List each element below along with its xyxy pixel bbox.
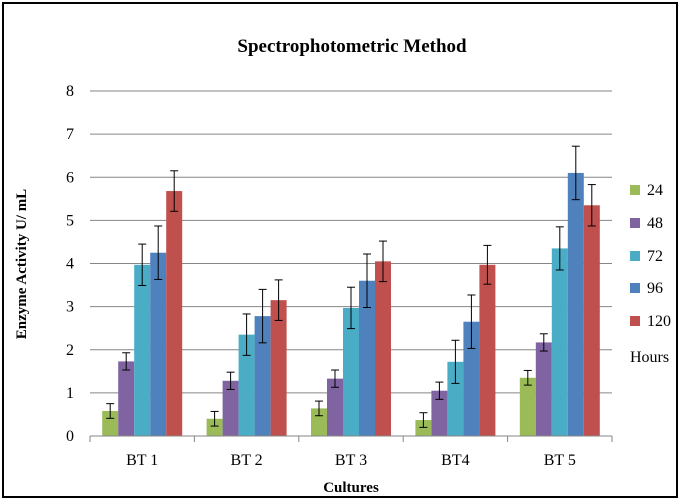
bar-bt3-120h <box>375 261 391 436</box>
legend-title: Hours <box>630 349 669 366</box>
bar-bt1-96h <box>150 252 167 436</box>
y-tick-label: 3 <box>66 299 74 316</box>
y-axis-title: Enzyme Activity U/ mL <box>14 189 30 339</box>
x-tick-label: BT 2 <box>231 452 263 469</box>
bars <box>102 172 600 436</box>
x-tick-label: BT4 <box>441 452 469 469</box>
x-tick-label: BT 3 <box>335 452 367 469</box>
legend-label-96: 96 <box>647 280 663 297</box>
legend-swatch-96 <box>630 283 640 293</box>
legend-label-72: 72 <box>647 248 663 265</box>
y-tick-label: 5 <box>66 212 74 229</box>
y-tick-label: 7 <box>66 126 74 143</box>
bar-bt3-72h <box>343 307 359 436</box>
bar-bt3-96h <box>359 280 375 436</box>
y-tick-label: 8 <box>66 83 74 100</box>
x-tick-label: BT 1 <box>126 452 158 469</box>
bar-bt4-48h <box>431 390 448 436</box>
bar-bt2-96h <box>254 316 271 436</box>
bar-bt5-120h <box>583 205 600 436</box>
bar-bt5-24h <box>519 377 536 436</box>
bar-bt1-72h <box>134 264 151 436</box>
bar-bt2-48h <box>222 380 239 436</box>
chart-title: Spectrophotometric Method <box>237 36 467 57</box>
x-tick-label: BT 5 <box>544 452 576 469</box>
y-axis-ticks: 0 1 2 3 4 5 6 7 8 <box>66 83 74 445</box>
bar-bt4-96h <box>463 321 480 436</box>
bar-bt3-48h <box>327 378 343 436</box>
y-tick-label: 1 <box>66 385 74 402</box>
legend-label-24: 24 <box>647 182 663 199</box>
bar-bt1-48h <box>118 361 135 436</box>
legend-label-48: 48 <box>647 215 663 232</box>
y-tick-label: 0 <box>66 428 74 445</box>
error-bars <box>106 145 596 428</box>
bar-bt2-72h <box>238 334 255 436</box>
bar-bt4-72h <box>447 361 464 436</box>
bar-bt5-48h <box>535 342 552 436</box>
bar-bt1-24h <box>102 410 119 436</box>
bar-bt2-120h <box>270 300 287 436</box>
bar-bt4-120h <box>479 264 496 436</box>
legend: 24 48 72 96 120 <box>630 182 671 330</box>
bar-bt1-120h <box>166 191 183 436</box>
legend-swatch-120 <box>630 316 640 326</box>
legend-label-120: 120 <box>647 313 671 330</box>
bar-bt2-24h <box>206 418 223 436</box>
y-tick-label: 2 <box>66 342 74 359</box>
bar-bt5-72h <box>551 248 568 436</box>
legend-swatch-48 <box>630 218 640 228</box>
y-tick-label: 4 <box>66 256 74 273</box>
legend-swatch-72 <box>630 251 640 261</box>
legend-swatch-24 <box>630 185 640 195</box>
x-axis-title: Cultures <box>323 480 379 496</box>
y-tick-label: 6 <box>66 169 74 186</box>
x-axis-ticks: BT 1 BT 2 BT 3 BT4 BT 5 <box>89 436 613 469</box>
bar-bt4-24h <box>415 420 432 436</box>
bar-bt5-96h <box>567 172 584 436</box>
